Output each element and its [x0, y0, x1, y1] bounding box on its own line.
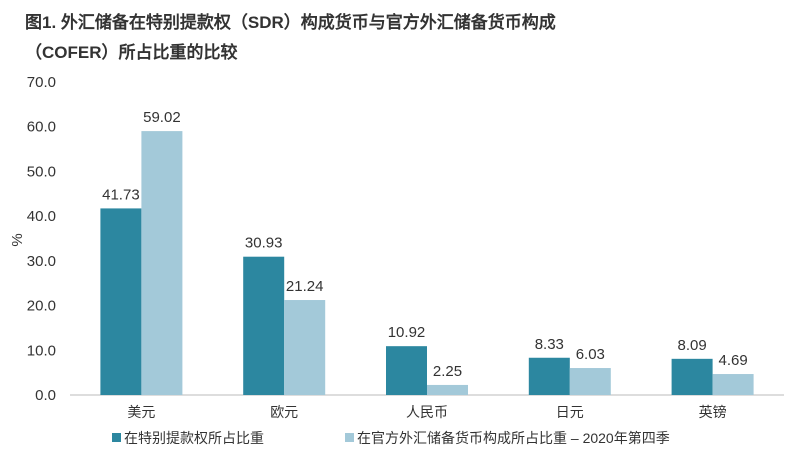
y-tick-label: 30.0 — [27, 253, 56, 270]
y-tick-label: 60.0 — [27, 119, 56, 136]
x-tick-label: 英镑 — [699, 404, 727, 420]
y-tick-label: 40.0 — [27, 208, 56, 225]
x-tick-label: 欧元 — [270, 404, 298, 420]
bar-cofer — [569, 368, 611, 395]
data-label: 41.73 — [102, 186, 140, 203]
y-axis-label: % — [9, 233, 26, 246]
y-tick-label: 0.0 — [35, 387, 56, 404]
y-tick-label: 20.0 — [27, 298, 56, 315]
data-label: 8.09 — [677, 337, 706, 354]
legend-label: 在特别提款权所占比重 — [124, 430, 264, 446]
legend-swatch — [112, 433, 121, 442]
data-label: 4.69 — [718, 352, 747, 369]
x-tick-label: 人民币 — [406, 404, 448, 420]
bar-sdr — [386, 346, 427, 395]
bar-sdr — [100, 208, 142, 395]
legend-swatch — [345, 433, 354, 442]
data-label: 2.25 — [433, 363, 462, 380]
x-tick-label: 日元 — [556, 404, 584, 420]
y-tick-label: 10.0 — [27, 342, 56, 359]
y-tick-label: 50.0 — [27, 163, 56, 180]
data-label: 10.92 — [388, 324, 426, 341]
bar-sdr — [243, 256, 285, 395]
y-tick-label: 70.0 — [27, 74, 56, 91]
x-tick-label: 美元 — [127, 404, 155, 420]
data-label: 59.02 — [143, 109, 181, 126]
bar-sdr — [528, 357, 570, 395]
bar-cofer — [141, 131, 183, 395]
bar-sdr — [671, 358, 713, 395]
data-label: 6.03 — [576, 346, 605, 363]
bar-cofer — [427, 384, 468, 395]
legend-label: 在官方外汇储备货币构成所占比重 – 2020年第四季 — [357, 430, 670, 446]
chart-title-line2: （COFER）所占比重的比较 — [25, 43, 238, 62]
data-label: 8.33 — [535, 336, 564, 353]
chart-title-line1: 图1. 外汇储备在特别提款权（SDR）构成货币与官方外汇储备货币构成 — [25, 13, 556, 32]
data-label: 30.93 — [245, 235, 283, 252]
bar-cofer — [284, 300, 326, 395]
data-label: 21.24 — [286, 278, 324, 295]
bar-cofer — [712, 374, 754, 395]
